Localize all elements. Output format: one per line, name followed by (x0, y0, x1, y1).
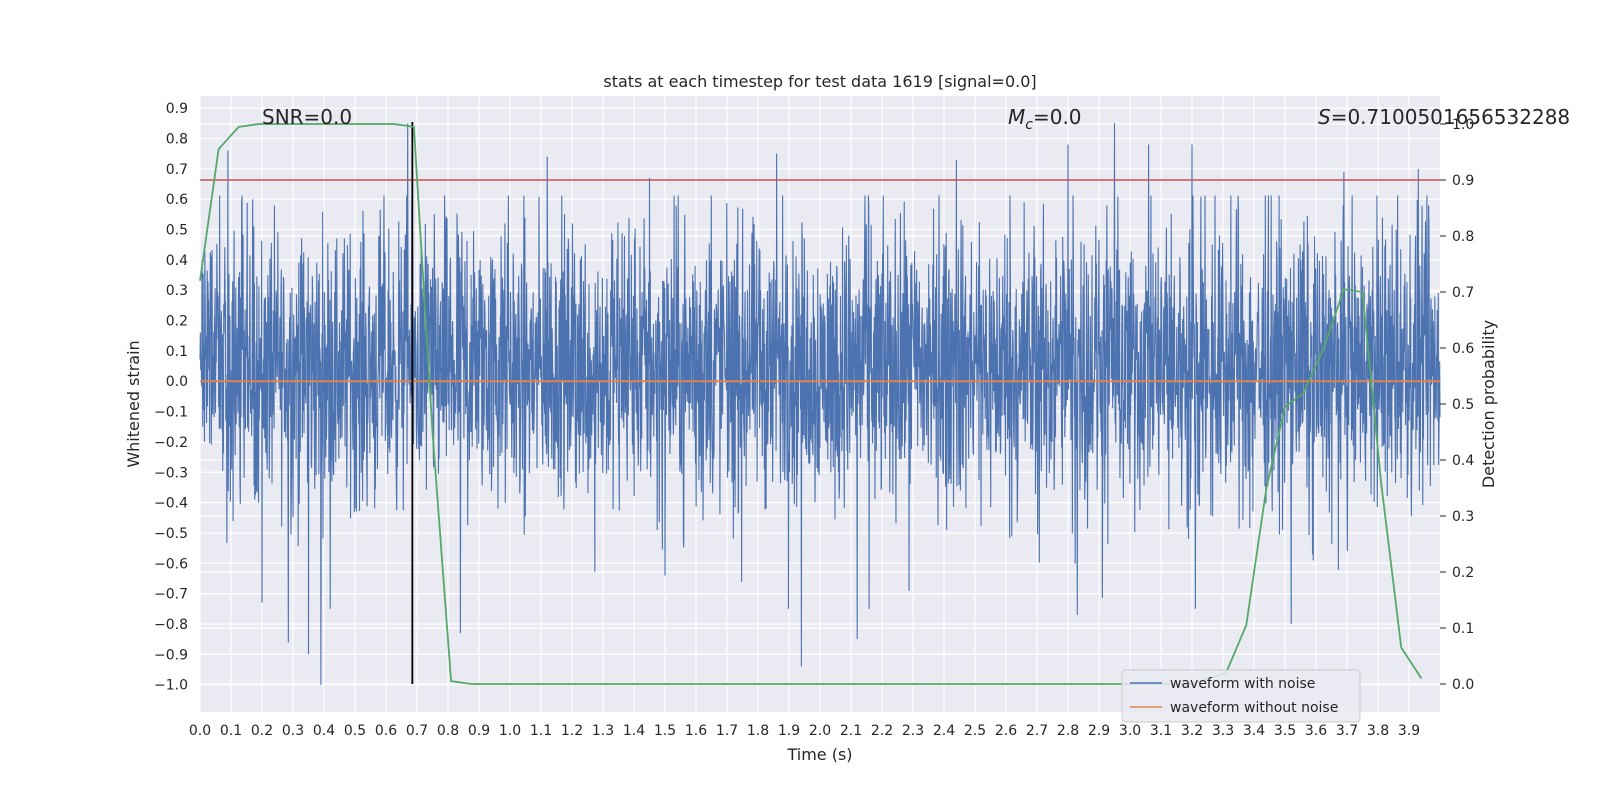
legend-label-waveform-without-noise: waveform without noise (1170, 700, 1338, 716)
y-tick-label: 0.6 (166, 192, 188, 208)
x-tick-label: 3.0 (1119, 723, 1141, 739)
legend-box (1121, 669, 1361, 723)
mc-symbol: M (1008, 105, 1025, 129)
x-tick-label: 1.6 (685, 723, 707, 739)
y-tick-label: 0.5 (166, 223, 188, 239)
y-tick-label: −0.3 (154, 465, 188, 481)
x-tick-label: 3.2 (1181, 723, 1203, 739)
y-tick-label: 0.4 (166, 253, 188, 269)
x-tick-label: 2.6 (995, 723, 1017, 739)
legend: waveform with noise waveform without noi… (1121, 669, 1361, 723)
x-tick-label: 2.4 (933, 723, 955, 739)
x-tick-label: 0.9 (468, 723, 490, 739)
x-tick-label: 0.8 (437, 723, 459, 739)
x-tick-label: 0.2 (251, 723, 273, 739)
y-tick-label: 0.8 (166, 131, 188, 147)
x-tick-label: 1.7 (716, 723, 738, 739)
y-tick-label: −0.8 (154, 617, 188, 633)
y-axis-label: Whitened strain (124, 340, 143, 467)
annotation-score: S=0.7100501656532288 (1318, 105, 1570, 129)
y2-tick-label: 0.6 (1452, 341, 1474, 357)
mc-value: =0.0 (1033, 105, 1082, 129)
y2-tick-label: 1.0 (1452, 117, 1474, 133)
x-tick-label: 1.2 (561, 723, 583, 739)
x-tick-label: 3.9 (1398, 723, 1420, 739)
y-tick-label: −0.2 (154, 435, 188, 451)
x-tick-label: 3.5 (1274, 723, 1296, 739)
y-tick-label: 0.1 (166, 344, 188, 360)
x-tick-label: 2.5 (964, 723, 986, 739)
x-tick-label: 2.3 (902, 723, 924, 739)
s-symbol: S (1318, 105, 1331, 129)
y-tick-label: 0.7 (166, 162, 188, 178)
series-line-waveform-with-noise (199, 123, 1441, 685)
y2-tick-label: 0.1 (1452, 621, 1474, 637)
y-tick-label: −1.0 (154, 678, 188, 694)
x-tick-label: 1.0 (499, 723, 521, 739)
series-waveform-with-noise (199, 123, 1441, 685)
y-tick-label: −0.7 (154, 587, 188, 603)
y-tick-label: −0.6 (154, 556, 188, 572)
x-tick-label: 1.1 (530, 723, 552, 739)
x-tick-label: 3.4 (1243, 723, 1265, 739)
x-tick-label: 0.1 (220, 723, 242, 739)
y2-tick-label: 0.8 (1452, 229, 1474, 245)
y2-tick-label: 0.2 (1452, 565, 1474, 581)
x-tick-label: 1.9 (778, 723, 800, 739)
mc-subscript: c (1025, 117, 1033, 133)
y-tick-label: −0.1 (154, 405, 188, 421)
y-tick-label: 0.0 (166, 374, 188, 390)
x-tick-label: 1.5 (654, 723, 676, 739)
y-tick-label: 0.2 (166, 314, 188, 330)
x-tick-label: 2.8 (1057, 723, 1079, 739)
y2-tick-label: 0.7 (1452, 285, 1474, 301)
y2-tick-label: 0.0 (1452, 677, 1474, 693)
y2-tick-label: 0.5 (1452, 397, 1474, 413)
x-axis-ticks: 0.0 0.1 0.2 0.3 0.4 0.5 0.6 0.7 0.8 0.9 1.0 1.1 1.2 1… (189, 723, 1420, 739)
x-tick-label: 1.3 (592, 723, 614, 739)
annotation-snr: SNR=0.0 (262, 105, 352, 129)
y-axis-ticks: 0.9 0.8 0.7 0.6 0.5 0.4 0.3 0.2 0.1 0.0 −0.1 −0.2 −0… (154, 101, 188, 694)
y2-axis-label: Detection probability (1479, 320, 1498, 488)
x-tick-label: 2.9 (1088, 723, 1110, 739)
x-tick-label: 3.1 (1150, 723, 1172, 739)
x-tick-label: 0.3 (282, 723, 304, 739)
y2-tick-label: 0.4 (1452, 453, 1474, 469)
x-tick-label: 0.6 (375, 723, 397, 739)
y2-tick-label: 0.9 (1452, 173, 1474, 189)
y-tick-label: 0.3 (166, 283, 188, 299)
x-tick-label: 2.1 (840, 723, 862, 739)
x-tick-label: 3.3 (1212, 723, 1234, 739)
x-tick-label: 2.0 (809, 723, 831, 739)
x-tick-label: 1.4 (623, 723, 645, 739)
y-tick-label: −0.5 (154, 526, 188, 542)
x-tick-label: 1.8 (747, 723, 769, 739)
annotation-chirp-mass: Mc=0.0 (1008, 105, 1082, 133)
s-value: =0.7100501656532288 (1331, 105, 1570, 129)
y-tick-label: 0.9 (166, 101, 188, 117)
x-tick-label: 0.0 (189, 723, 211, 739)
series-line-detection-probability (199, 123, 1423, 685)
x-tick-label: 3.7 (1336, 723, 1358, 739)
x-axis-label: Time (s) (786, 745, 852, 764)
series-lines (199, 122, 1440, 685)
x-tick-label: 0.7 (406, 723, 428, 739)
y-tick-label: −0.9 (154, 647, 188, 663)
legend-label-waveform-with-noise: waveform with noise (1170, 676, 1315, 692)
x-tick-label: 2.7 (1026, 723, 1048, 739)
y2-axis-ticks: 0.0 0.1 0.2 0.3 0.4 0.5 0.6 0.7 0.8 0.9 1.0 (1440, 117, 1474, 693)
x-tick-label: 3.8 (1367, 723, 1389, 739)
y-tick-label: −0.4 (154, 496, 188, 512)
chart-title: stats at each timestep for test data 161… (603, 72, 1036, 91)
y2-tick-label: 0.3 (1452, 509, 1474, 525)
x-tick-label: 3.6 (1305, 723, 1327, 739)
x-tick-label: 2.2 (871, 723, 893, 739)
x-tick-label: 0.4 (313, 723, 335, 739)
x-tick-label: 0.5 (344, 723, 366, 739)
